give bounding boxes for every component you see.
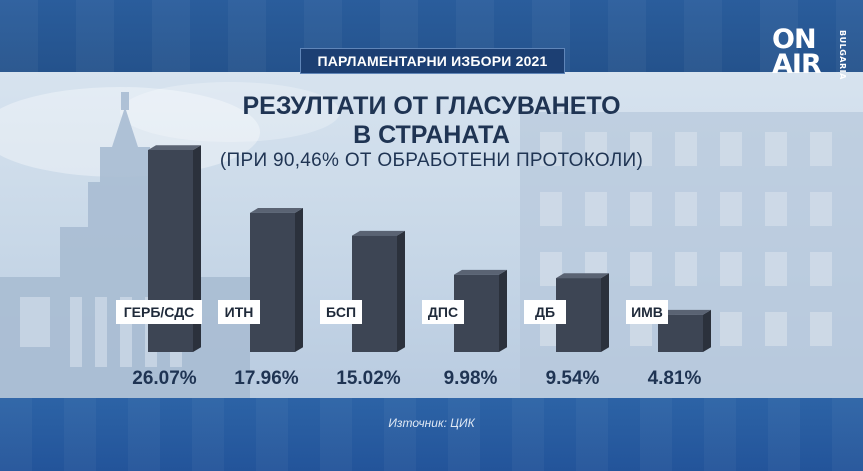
bar-top-3 — [454, 269, 507, 275]
bar-top-2 — [352, 230, 405, 236]
election-header-badge: ПАРЛАМЕНТАРНИ ИЗБОРИ 2021 — [300, 48, 565, 74]
value-label-0: 26.07% — [132, 368, 197, 389]
logo-side-text: BULGARIA — [838, 30, 847, 80]
bar-top-4 — [556, 273, 609, 279]
bar-1 — [250, 212, 295, 352]
value-label-5: 4.81% — [648, 368, 702, 389]
chart-title: РЕЗУЛТАТИ ОТ ГЛАСУВАНЕТО В СТРАНАТА — [0, 92, 863, 150]
value-label-4: 9.54% — [546, 368, 600, 389]
value-label-3: 9.98% — [444, 368, 498, 389]
bar-side-3 — [499, 269, 507, 352]
chart-title-line-1: РЕЗУЛТАТИ ОТ ГЛАСУВАНЕТО — [242, 92, 621, 120]
category-label-box-4 — [524, 300, 566, 324]
on-air-logo: ON AIR BULGARIA — [772, 24, 847, 82]
category-label-5: ИМВ — [631, 304, 663, 320]
bar-side-5 — [703, 309, 711, 352]
logo-line-on: ON — [772, 24, 817, 55]
chart-subtitle: (ПРИ 90,46% ОТ ОБРАБОТЕНИ ПРОТОКОЛИ) — [219, 150, 644, 171]
bar-side-4 — [601, 273, 609, 352]
category-label-box-0 — [116, 300, 202, 324]
category-label-3: ДПС — [428, 304, 458, 320]
category-label-2: БСП — [326, 304, 356, 320]
bar-side-2 — [397, 230, 405, 352]
bar-2 — [352, 235, 397, 352]
chart-title-line-2: В СТРАНАТА — [353, 121, 510, 149]
value-label-2: 15.02% — [336, 368, 401, 389]
logo-line-air: AIR — [772, 49, 822, 80]
bar-top-0 — [148, 145, 201, 150]
source-note: Източник: ЦИК — [388, 416, 475, 430]
category-label-box-3 — [422, 300, 464, 324]
category-label-box-2 — [320, 300, 362, 324]
top-band — [0, 0, 863, 72]
category-label-box-1 — [218, 300, 260, 324]
category-label-4: ДБ — [535, 304, 555, 320]
bottom-band — [0, 398, 863, 471]
category-label-box-5 — [626, 300, 668, 324]
category-label-1: ИТН — [225, 304, 254, 320]
bar-top-5 — [658, 309, 711, 315]
bar-top-1 — [250, 208, 303, 213]
category-label-0: ГЕРБ/СДС — [124, 304, 195, 320]
value-label-1: 17.96% — [234, 368, 299, 389]
bar-side-1 — [295, 208, 303, 352]
